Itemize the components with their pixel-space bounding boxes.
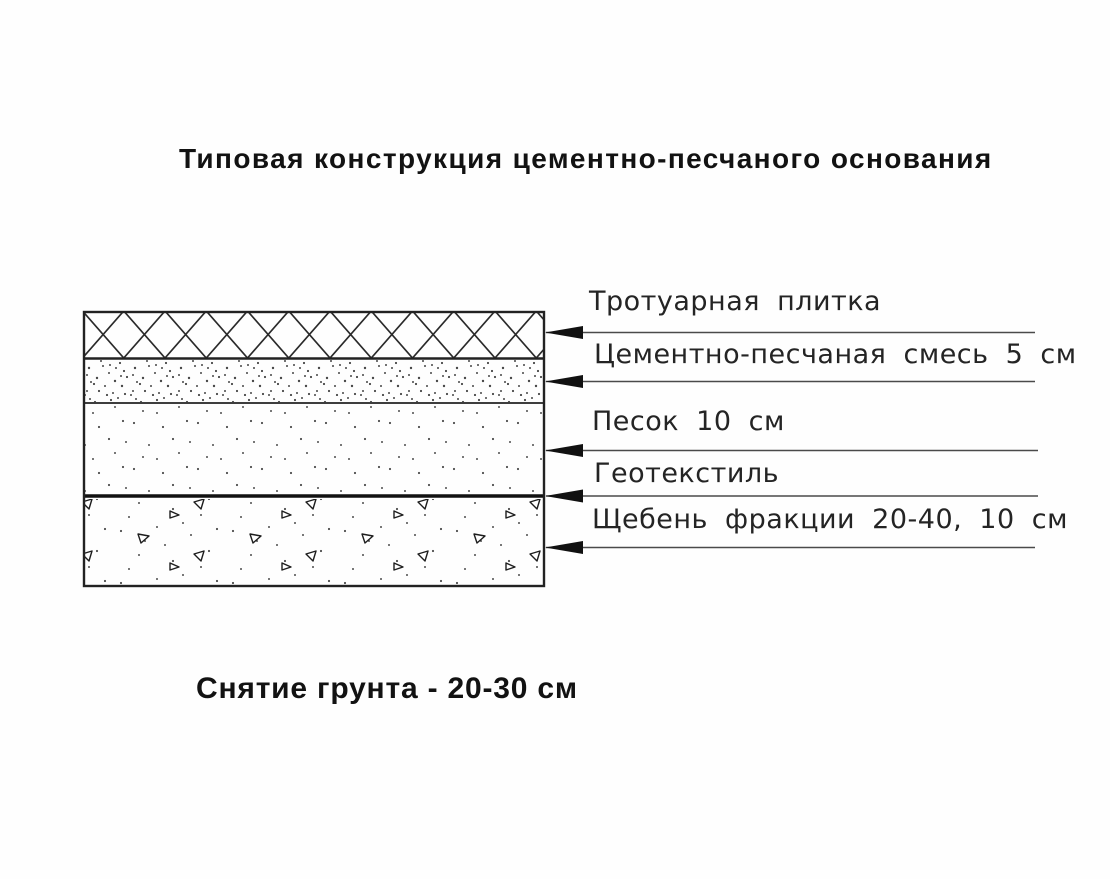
- layer-label-cement-sand: Цементно-песчаная смесь 5 см: [594, 339, 1077, 370]
- layer-sand: [84, 404, 544, 493]
- arrow-left-icon: [545, 444, 583, 457]
- diagram-title: Типовая конструкция цементно-песчаного о…: [179, 143, 993, 174]
- arrow-left-icon: [545, 541, 583, 554]
- layer-label-paving-tile: Тротуарная плитка: [589, 286, 882, 317]
- layer-crushed-stone: [84, 499, 544, 586]
- layer-cement-sand-mix: [84, 360, 544, 402]
- layer-paving-tile: [84, 312, 544, 358]
- section-outline: [82, 310, 546, 588]
- layer-label-crushed-stone: Щебень фракции 20-40, 10 см: [592, 504, 1068, 535]
- arrow-left-icon: [545, 489, 583, 503]
- leader-arrows: [545, 326, 583, 554]
- arrow-left-icon: [545, 326, 583, 339]
- layer-label-sand: Песок 10 см: [592, 406, 785, 437]
- footer-note: Снятие грунта - 20-30 см: [196, 672, 578, 705]
- layer-label-geotextile: Геотекстиль: [594, 458, 780, 489]
- leader-lines: [546, 331, 1038, 549]
- arrow-left-icon: [545, 375, 583, 388]
